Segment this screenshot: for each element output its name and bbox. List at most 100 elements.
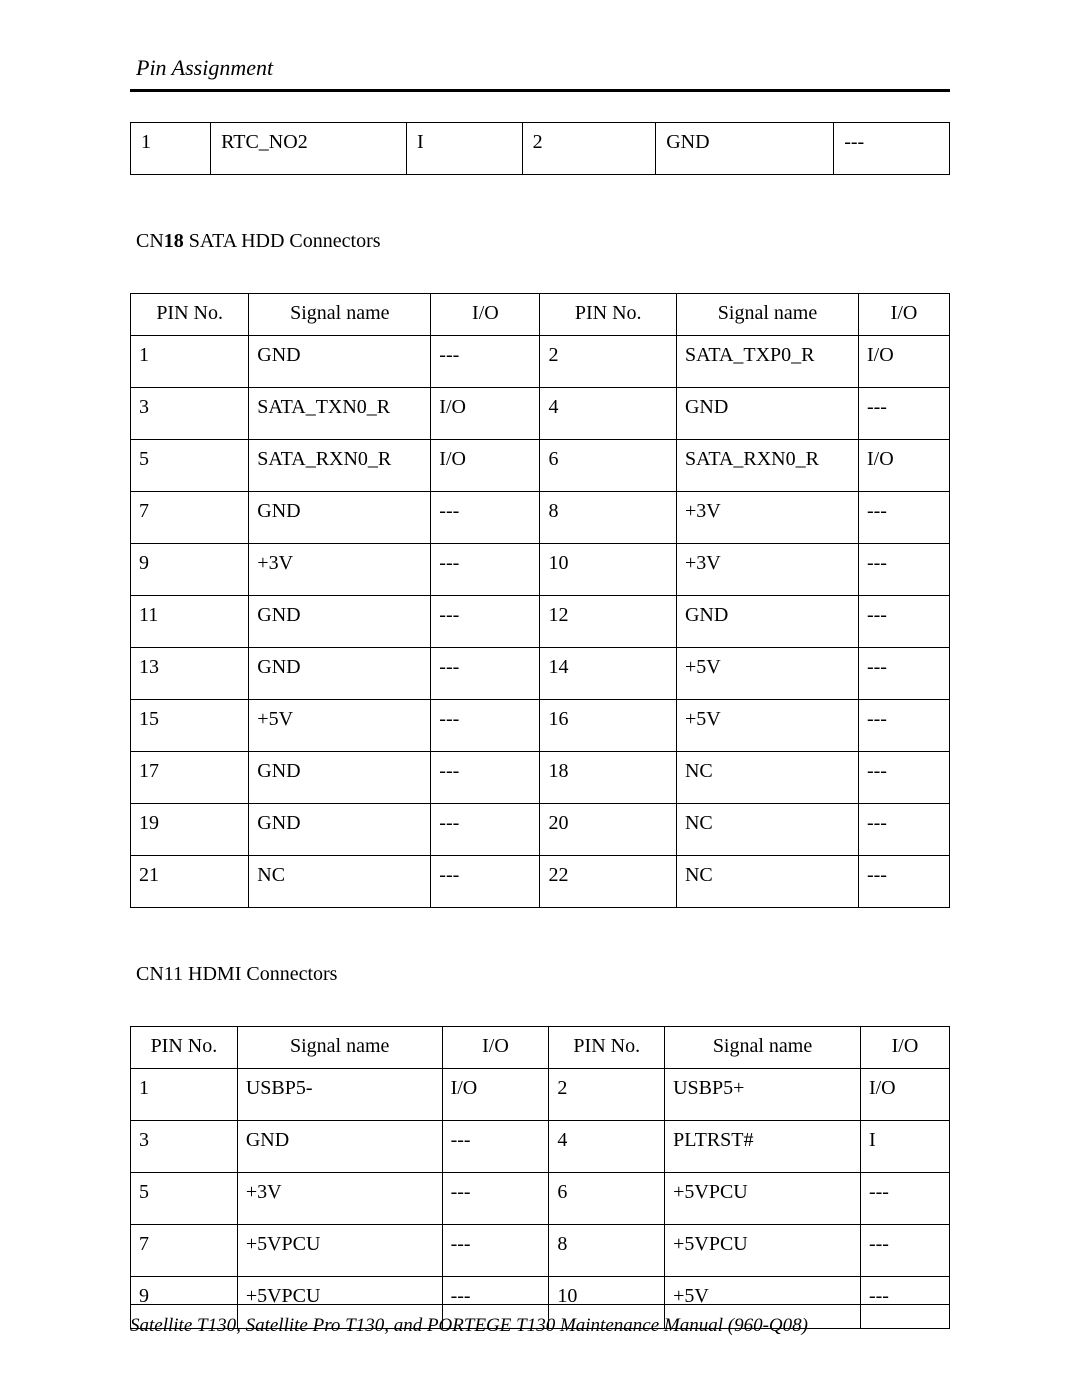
table-cell: 6 xyxy=(540,440,677,492)
table-cell: GND xyxy=(237,1121,442,1173)
table-cell: I/O xyxy=(858,440,949,492)
heading-number: 18 xyxy=(164,230,184,252)
table-cell: GND xyxy=(249,336,431,388)
table-cell: NC xyxy=(249,856,431,908)
table-cell: --- xyxy=(442,1173,549,1225)
column-header: I/O xyxy=(442,1027,549,1069)
heading-prefix: CN xyxy=(136,230,164,252)
table-cell: --- xyxy=(834,123,950,175)
table-cell: PLTRST# xyxy=(665,1121,861,1173)
table-cell: SATA_RXN0_R xyxy=(249,440,431,492)
table-cell: GND xyxy=(676,388,858,440)
table-row: 7+5VPCU---8+5VPCU--- xyxy=(131,1225,950,1277)
table-cell: --- xyxy=(431,336,540,388)
column-header: PIN No. xyxy=(549,1027,665,1069)
table-cell: --- xyxy=(431,856,540,908)
table-cell: 4 xyxy=(549,1121,665,1173)
footer-rule xyxy=(130,1304,950,1305)
top-table: 1RTC_NO2I2GND--- xyxy=(130,122,950,175)
table-cell: --- xyxy=(431,492,540,544)
table-cell: --- xyxy=(858,700,949,752)
column-header: I/O xyxy=(431,294,540,336)
table-cell: 2 xyxy=(522,123,656,175)
table-cell: GND xyxy=(249,752,431,804)
page-title: Pin Assignment xyxy=(130,55,950,81)
table-cell: 12 xyxy=(540,596,677,648)
table-cell: +3V xyxy=(249,544,431,596)
table-row: 3SATA_TXN0_RI/O4GND--- xyxy=(131,388,950,440)
column-header: PIN No. xyxy=(131,294,249,336)
table-cell: 4 xyxy=(540,388,677,440)
table-cell: 22 xyxy=(540,856,677,908)
table-cell: +5V xyxy=(676,700,858,752)
table-cell: GND xyxy=(676,596,858,648)
table-cell: NC xyxy=(676,856,858,908)
column-header: Signal name xyxy=(249,294,431,336)
table-cell: +3V xyxy=(237,1173,442,1225)
table-row: 13GND---14+5V--- xyxy=(131,648,950,700)
table-cell: I/O xyxy=(431,388,540,440)
table-cell: 1 xyxy=(131,336,249,388)
table-row: 9+3V---10+3V--- xyxy=(131,544,950,596)
column-header: Signal name xyxy=(676,294,858,336)
table-row: 11GND---12GND--- xyxy=(131,596,950,648)
table-cell: 20 xyxy=(540,804,677,856)
table-cell: --- xyxy=(858,544,949,596)
table-cell: 2 xyxy=(540,336,677,388)
table-cell: --- xyxy=(860,1225,949,1277)
table-cell: --- xyxy=(431,804,540,856)
table-cell: +5VPCU xyxy=(665,1225,861,1277)
heading-rest: SATA HDD Connectors xyxy=(184,230,381,252)
table-cell: I/O xyxy=(858,336,949,388)
table-cell: 17 xyxy=(131,752,249,804)
table-cell: 13 xyxy=(131,648,249,700)
table-cell: 5 xyxy=(131,1173,238,1225)
table-cell: 8 xyxy=(540,492,677,544)
header-rule xyxy=(130,89,950,92)
table-cell: 6 xyxy=(549,1173,665,1225)
table-row: 19GND---20NC--- xyxy=(131,804,950,856)
table-cell: 11 xyxy=(131,596,249,648)
table-cell: --- xyxy=(858,648,949,700)
table-cell: 9 xyxy=(131,544,249,596)
table-cell: --- xyxy=(858,752,949,804)
table-cell: 1 xyxy=(131,123,211,175)
table-cell: +5VPCU xyxy=(665,1173,861,1225)
table-cell: SATA_TXN0_R xyxy=(249,388,431,440)
column-header: Signal name xyxy=(237,1027,442,1069)
hdmi-table: PIN No.Signal nameI/OPIN No.Signal nameI… xyxy=(130,1026,950,1329)
table-cell: --- xyxy=(860,1173,949,1225)
table-cell: --- xyxy=(858,856,949,908)
table-cell: SATA_RXN0_R xyxy=(676,440,858,492)
table-cell: I/O xyxy=(860,1069,949,1121)
table-cell: --- xyxy=(858,388,949,440)
table-cell: 19 xyxy=(131,804,249,856)
table-cell: 7 xyxy=(131,1225,238,1277)
table-cell: --- xyxy=(431,544,540,596)
table-cell: --- xyxy=(431,596,540,648)
table-cell: NC xyxy=(676,752,858,804)
table-row: 5+3V---6+5VPCU--- xyxy=(131,1173,950,1225)
table-cell: SATA_TXP0_R xyxy=(676,336,858,388)
column-header: I/O xyxy=(858,294,949,336)
table-cell: 18 xyxy=(540,752,677,804)
table-header-row: PIN No.Signal nameI/OPIN No.Signal nameI… xyxy=(131,1027,950,1069)
table-row: 17GND---18NC--- xyxy=(131,752,950,804)
table-cell: 8 xyxy=(549,1225,665,1277)
table-cell: GND xyxy=(249,492,431,544)
table-cell: I/O xyxy=(442,1069,549,1121)
table-cell: --- xyxy=(431,752,540,804)
table-row: 1RTC_NO2I2GND--- xyxy=(131,123,950,175)
table-cell: I xyxy=(860,1121,949,1173)
table-row: 1GND---2SATA_TXP0_RI/O xyxy=(131,336,950,388)
table-row: 3GND---4PLTRST#I xyxy=(131,1121,950,1173)
table-cell: +5V xyxy=(249,700,431,752)
table-cell: GND xyxy=(656,123,834,175)
column-header: PIN No. xyxy=(540,294,677,336)
table-cell: 1 xyxy=(131,1069,238,1121)
page-footer: Satellite T130, Satellite Pro T130, and … xyxy=(130,1304,950,1337)
table-row: 21NC---22NC--- xyxy=(131,856,950,908)
section-heading-sata: CN18 SATA HDD Connectors xyxy=(130,230,950,253)
table-cell: 3 xyxy=(131,388,249,440)
table-cell: I xyxy=(406,123,522,175)
